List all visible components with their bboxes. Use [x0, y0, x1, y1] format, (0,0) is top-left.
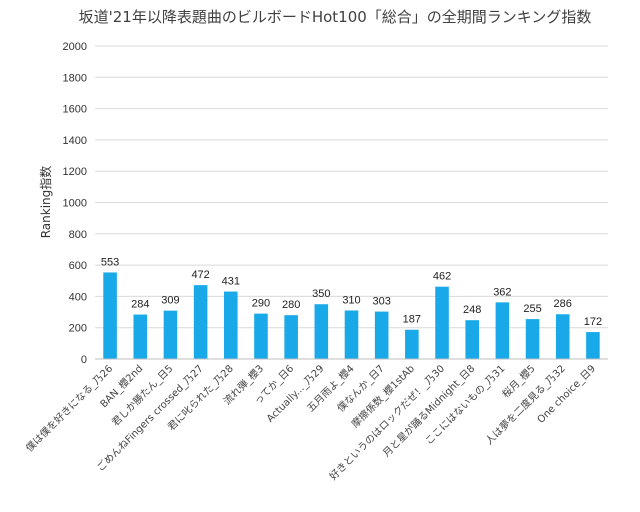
bar: [495, 302, 510, 359]
bar: [374, 311, 389, 359]
bar: [465, 320, 479, 359]
y-tick-label: 800: [69, 229, 87, 241]
data-label: 187: [403, 314, 421, 326]
y-tick-label: 1800: [63, 72, 87, 84]
bar: [344, 310, 359, 359]
y-tick-label: 600: [69, 260, 87, 272]
data-label: 362: [493, 286, 511, 298]
bars: [103, 272, 600, 359]
data-label: 172: [584, 316, 602, 328]
y-tick-label: 2000: [63, 41, 87, 53]
data-label: 553: [101, 256, 119, 268]
data-label: 280: [282, 299, 300, 311]
y-axis-ticks: 0 200 400 600 800 1000 1200 1400 1600 1800 2000: [63, 41, 87, 366]
y-axis-label: Ranking指数: [38, 166, 53, 239]
y-tick-label: 400: [69, 291, 87, 303]
bar: [224, 291, 238, 359]
bar: [586, 332, 600, 359]
grid-lines: [95, 45, 608, 329]
bar: [284, 315, 298, 359]
data-label: 284: [131, 299, 149, 311]
bar: [435, 286, 449, 359]
data-label: 431: [222, 276, 240, 288]
data-label: 290: [252, 298, 270, 310]
data-label: 472: [191, 269, 209, 281]
y-tick-label: 1600: [63, 104, 87, 116]
bar: [193, 285, 208, 359]
bar: [405, 329, 419, 359]
bar: [555, 314, 570, 359]
data-label: 286: [554, 298, 572, 310]
y-tick-label: 1400: [63, 135, 87, 147]
y-tick-label: 0: [81, 354, 87, 366]
bar: [525, 319, 540, 359]
data-label: 248: [463, 304, 481, 316]
bar: [133, 314, 148, 359]
data-label: 303: [372, 296, 390, 308]
bar: [254, 313, 268, 359]
chart-title: 坂道'21年以降表題曲のビルボードHot100「総合」の全期間ランキング指数: [79, 8, 592, 26]
y-tick-label: 1200: [63, 166, 87, 178]
data-label: 309: [161, 295, 179, 307]
x-tick-label: 僕は僕を好きになる_乃26: [23, 362, 115, 454]
data-label: 350: [312, 288, 330, 300]
y-tick-label: 200: [69, 323, 87, 335]
data-label: 310: [342, 294, 360, 306]
bar: [314, 304, 329, 359]
bar: [163, 310, 178, 359]
x-tick-label: One choice_日9: [536, 363, 598, 425]
bar: [103, 272, 117, 359]
x-axis-ticks: 僕は僕を好きになる_乃26BAN_櫻2nd君しか勝たん_日5ごめんねFinger…: [23, 362, 598, 483]
data-label: 255: [523, 303, 541, 315]
data-label: 462: [433, 271, 451, 283]
y-tick-label: 1000: [63, 198, 87, 210]
data-labels: 553 284 309 472 431 290 280 350 310 303 187 462 248 3…: [101, 256, 602, 328]
